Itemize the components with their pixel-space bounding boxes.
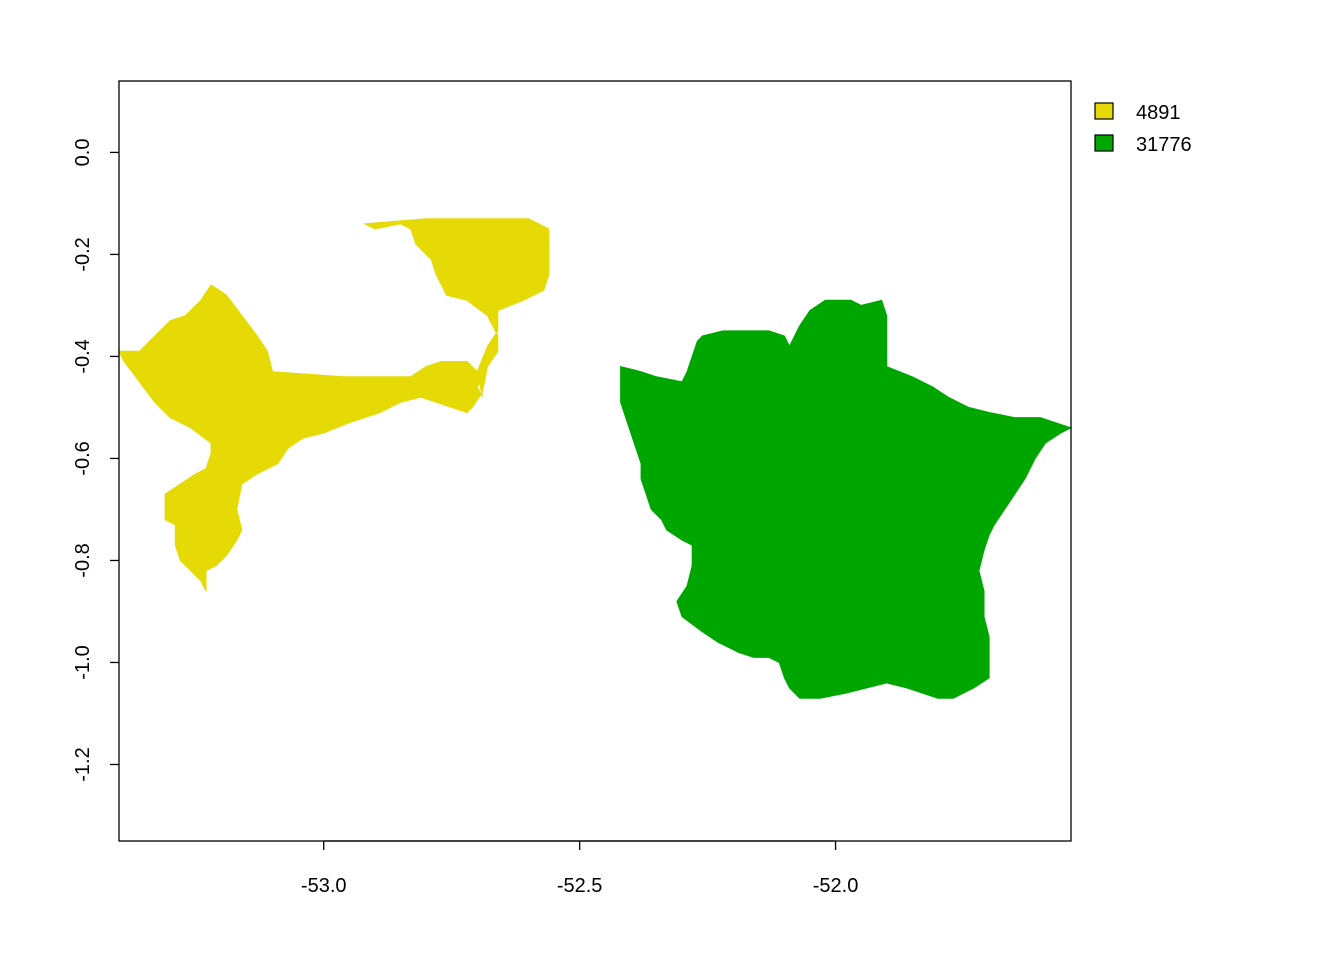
y-tick-label: -1.0: [72, 645, 94, 679]
legend-label: 4891: [1136, 102, 1181, 124]
legend-swatch: [1094, 134, 1114, 152]
x-tick-label: -52.0: [813, 875, 859, 897]
y-tick-label: -1.2: [72, 747, 94, 781]
y-tick-label: 0.0: [72, 139, 94, 167]
legend-swatch: [1094, 102, 1114, 120]
legend: 4891 31776: [1094, 102, 1192, 156]
y-tick-label: -0.8: [72, 543, 94, 577]
x-tick-label: -53.0: [301, 875, 347, 897]
y-tick-label: -0.6: [72, 441, 94, 475]
x-axis: -53.0 -52.5 -52.0: [301, 840, 859, 897]
map-regions: [118, 218, 1073, 699]
region-4891: [118, 218, 550, 592]
x-tick-label: -52.5: [557, 875, 603, 897]
y-axis: 0.0 -0.2 -0.4 -0.6 -0.8 -1.0 -1.2: [72, 139, 119, 782]
legend-label: 31776: [1136, 134, 1192, 156]
region-31776: [620, 299, 1073, 699]
y-tick-label: -0.4: [72, 339, 94, 373]
y-tick-label: -0.2: [72, 237, 94, 271]
